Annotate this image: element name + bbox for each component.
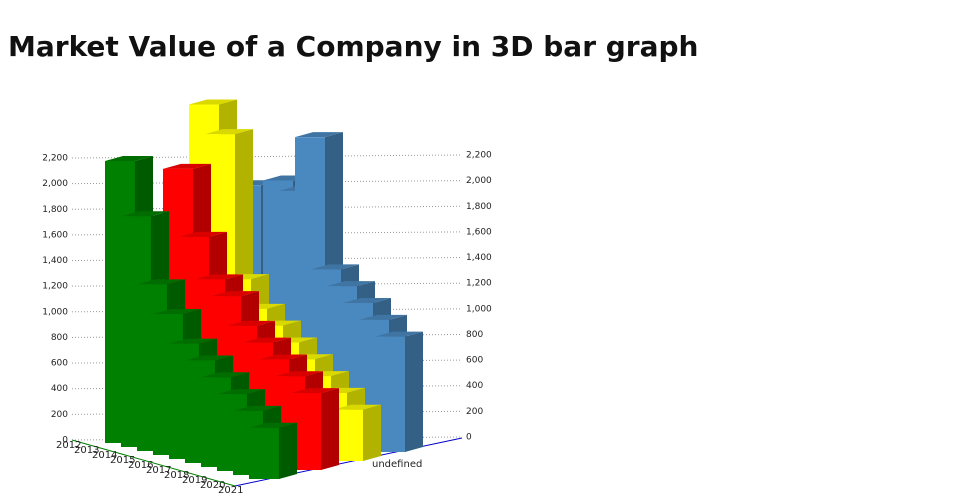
bar-top [295,132,343,138]
x-tick-label: 2014 [92,450,117,461]
bar-top [333,404,381,410]
bar-top [137,279,185,285]
bar-top [153,309,201,314]
x-tick-label: 2015 [110,455,135,466]
bar-side [321,388,339,470]
bar-top [259,354,307,360]
bar-top [327,281,375,287]
y-tick-label: 2,000 [42,179,68,189]
bar [291,388,339,470]
y-tick-label-right: 200 [466,407,483,417]
bar-top [243,337,291,343]
bar-top [343,298,391,303]
x-tick-label: 2017 [146,465,171,476]
y-tick-label-right: 2,200 [466,151,492,161]
bar-top [311,264,359,270]
bar-side [363,404,381,461]
y-tick-label: 600 [51,359,68,369]
bar-top [205,129,253,135]
series-axis-label: undefined [372,459,422,470]
bar [375,331,423,452]
y-tick-label-right: 800 [466,330,483,340]
y-tick-label: 1,200 [42,282,68,292]
x-tick-label: 2018 [164,470,189,481]
bar-top [291,388,339,394]
x-tick-label: 2016 [128,460,153,471]
y-tick-label: 0 [62,436,68,446]
bar-top [163,163,211,169]
bar-top [233,405,281,411]
y-tick-label-right: 1,400 [466,253,492,263]
bar-top [185,355,233,361]
bar [333,404,381,461]
x-tick-label: 2019 [182,475,207,486]
bar-top [249,422,297,428]
y-tick-label-right: 0 [466,433,472,443]
bar-top [169,338,217,344]
y-tick-label-right: 400 [466,381,483,391]
chart-title: Market Value of a Company in 3D bar grap… [8,30,698,63]
bar-top [227,320,275,326]
y-tick-label: 400 [51,384,68,394]
bar-top [195,274,243,280]
bar-top [201,372,249,378]
bar-top [217,389,265,395]
category-axis [71,439,236,487]
bar-top [375,331,423,337]
x-tick-label: 2020 [200,480,225,491]
x-tick-label: 2012 [56,440,81,451]
y-tick-label-right: 600 [466,356,483,366]
y-tick-label-right: 2,000 [466,176,492,186]
x-tick-label: 2021 [218,485,243,496]
y-tick-label: 1,800 [42,205,68,215]
bar-top [359,314,407,320]
y-tick-label-right: 1,000 [466,304,492,314]
bar-top [105,156,153,161]
y-tick-label-right: 1,600 [466,227,492,237]
y-tick-label-right: 1,800 [466,202,492,212]
y-tick-label-right: 1,200 [466,279,492,289]
y-tick-label: 1,000 [42,307,68,317]
bar [249,422,297,479]
y-tick-label: 2,200 [42,154,68,164]
bar-top [121,211,169,217]
bar-side [279,422,297,479]
bar-front [249,427,279,479]
bar-top [211,291,259,297]
y-tick-label: 200 [51,410,68,420]
bar-side [405,331,423,452]
bar-top [179,231,227,237]
bar-top [189,99,237,105]
y-tick-label: 1,600 [42,230,68,240]
y-tick-label: 800 [51,333,68,343]
bar-top [275,371,323,377]
x-tick-label: 2013 [74,445,99,456]
y-tick-label: 1,400 [42,256,68,266]
